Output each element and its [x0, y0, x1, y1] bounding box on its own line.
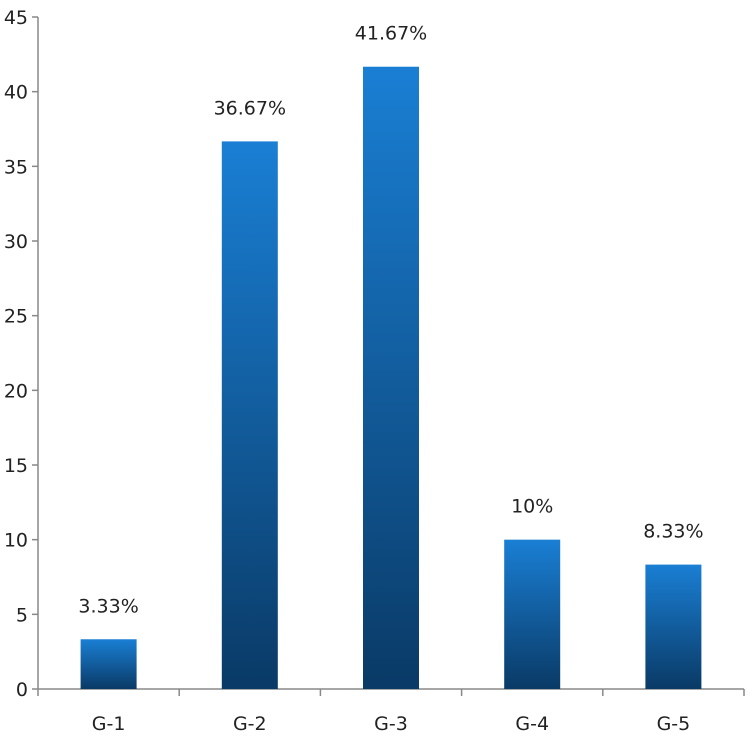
bars [80, 66, 702, 690]
y-tick-label: 10 [4, 530, 28, 552]
y-tick-label: 20 [4, 380, 28, 402]
bar-g-5 [645, 564, 702, 689]
bar-g-3 [363, 66, 419, 689]
data-label: 36.67% [214, 97, 286, 119]
data-label: 3.33% [78, 595, 138, 617]
y-tick-label: 25 [4, 306, 28, 328]
x-tick-label: G-3 [374, 713, 408, 735]
y-tick-label: 45 [4, 7, 28, 29]
bar-g-4 [504, 539, 561, 689]
data-label: 10% [511, 496, 553, 518]
y-tick-label: 30 [4, 231, 28, 253]
x-tick-label: G-1 [92, 713, 126, 735]
x-tick-label: G-4 [515, 713, 549, 735]
x-tick-label: G-2 [233, 713, 267, 735]
y-tick-label: 15 [4, 455, 28, 477]
x-tick-label: G-5 [657, 713, 691, 735]
bar-g-2 [221, 141, 278, 690]
x-axis: G-1 G-2 G-3 G-4 G-5 [37, 688, 745, 735]
data-labels: 3.33% 36.67% 41.67% 10% 8.33% [78, 23, 703, 618]
y-tick-label: 40 [4, 82, 28, 104]
y-tick-label: 0 [16, 679, 28, 701]
data-label: 41.67% [355, 23, 427, 45]
y-tick-label: 35 [4, 156, 28, 178]
y-tick-label: 5 [16, 604, 28, 626]
data-label: 8.33% [643, 521, 703, 543]
bar-g-1 [80, 639, 137, 689]
y-axis: 0 5 10 15 20 25 30 35 40 45 [4, 7, 39, 701]
